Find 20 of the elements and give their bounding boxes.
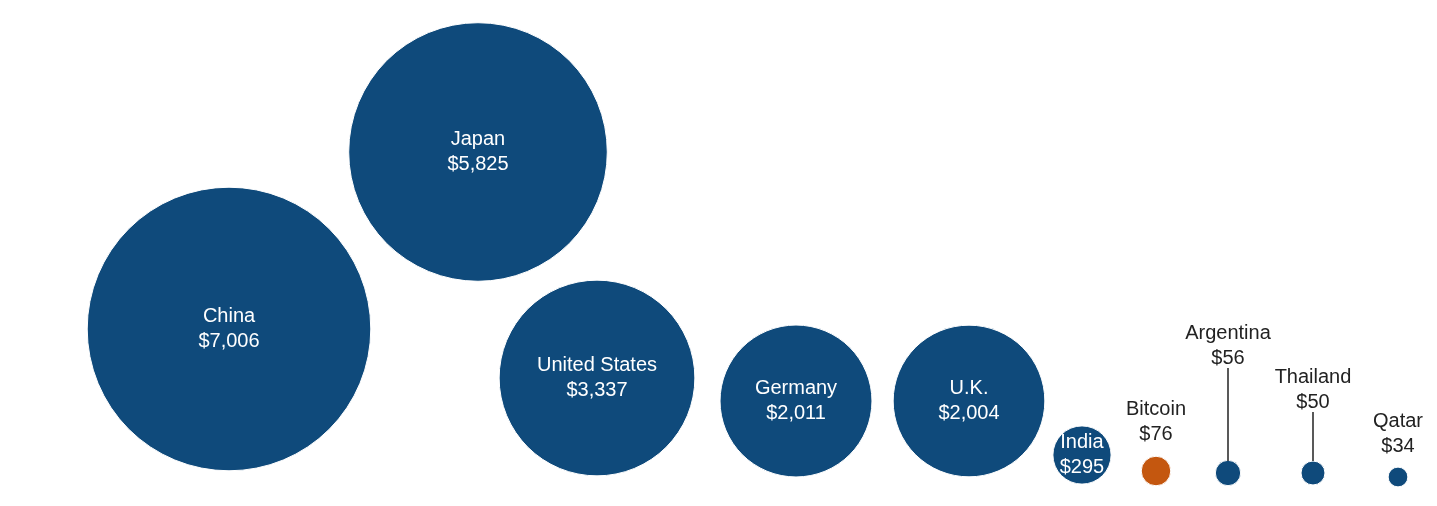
data-label: $3,337 [566, 378, 628, 400]
data-label: $295 [1059, 455, 1105, 477]
category-label: U.K. [949, 376, 989, 398]
category-label: Bitcoin [1125, 397, 1187, 419]
category-label: Japan [450, 127, 506, 149]
data-label: $50 [1296, 390, 1330, 412]
data-label: $56 [1211, 346, 1245, 368]
category-label: Germany [754, 376, 838, 398]
category-label: Argentina [1185, 321, 1272, 343]
category-label: Qatar [1372, 409, 1424, 431]
data-label: $5,825 [447, 152, 509, 174]
data-label: $7,006 [198, 329, 260, 351]
category-label: India [1060, 430, 1105, 452]
data-label: $2,004 [938, 401, 1000, 423]
category-label: China [202, 304, 256, 326]
data-label: $34 [1381, 434, 1415, 456]
data-label: $2,011 [766, 401, 826, 423]
category-label: United States [536, 353, 658, 375]
category-label: Thailand [1274, 365, 1352, 387]
data-label: $76 [1139, 422, 1173, 444]
